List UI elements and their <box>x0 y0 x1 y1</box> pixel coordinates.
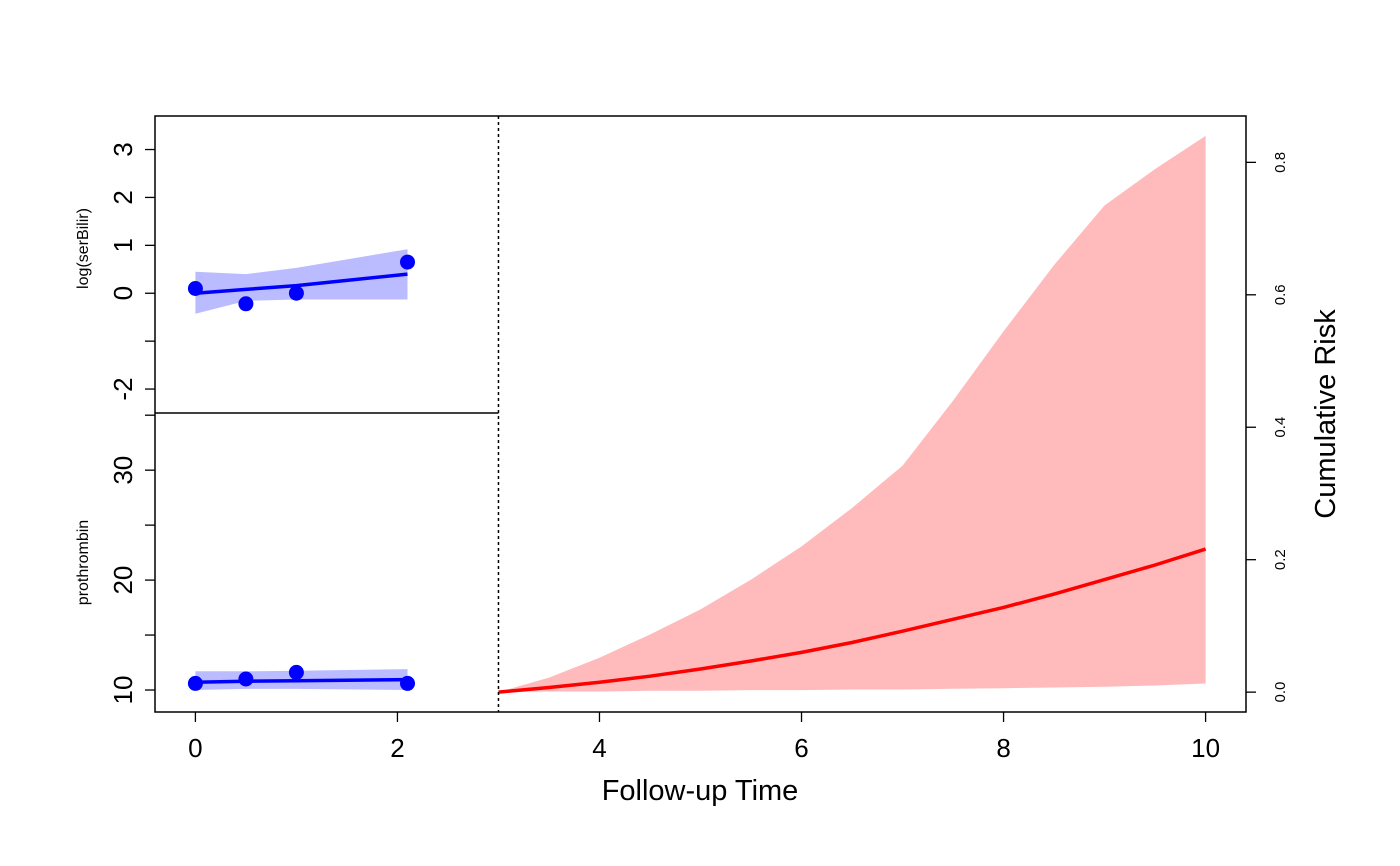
panel-label-serbilir: log(serBilir) <box>75 208 92 289</box>
series-lines-layer <box>195 272 1207 694</box>
right-y-tick-label: 0.0 <box>1272 682 1289 703</box>
right-y-tick-label: 0.8 <box>1272 152 1289 173</box>
observed-point-prothrombin <box>400 675 415 691</box>
right-y-axis-title: Cumulative Risk <box>1310 309 1342 519</box>
band-serbilir <box>195 249 408 314</box>
observed-point-serbilir <box>187 281 203 296</box>
observed-point-serbilir <box>238 296 254 312</box>
x-tick-label: 0 <box>188 733 202 763</box>
observed-points-layer <box>187 254 415 691</box>
risk-confidence-band <box>498 135 1206 693</box>
x-axis-title: Follow-up Time <box>602 775 799 807</box>
x-tick-label: 8 <box>996 733 1010 763</box>
y-tick-label-serbilir: 2 <box>108 190 138 204</box>
observed-point-prothrombin <box>288 664 304 680</box>
y-tick-label-prothrombin: 30 <box>108 456 138 485</box>
panel-label-prothrombin: prothrombin <box>75 520 92 605</box>
y-tick-label-prothrombin: 20 <box>108 566 138 595</box>
y-tick-label-serbilir: 3 <box>108 142 138 156</box>
x-tick-label: 2 <box>390 733 404 763</box>
risk-estimate-line <box>498 547 1207 694</box>
plot-box <box>154 115 1247 713</box>
confidence-bands-layer <box>195 135 1206 693</box>
observed-point-serbilir <box>288 285 304 301</box>
right-y-tick-label: 0.4 <box>1272 417 1289 438</box>
fitted-line-serbilir <box>195 272 408 295</box>
y-tick-label-serbilir: 0 <box>108 286 138 300</box>
x-tick-label: 4 <box>592 733 606 763</box>
right-y-tick-label: 0.2 <box>1272 549 1289 570</box>
x-tick-label: 10 <box>1191 733 1220 763</box>
axes-layer: -2 0 1 2 3 10 20 30 0 2 4 6 8 10 0.0 0.2 0.4 0.6 0.8 <box>108 142 1289 763</box>
observed-point-prothrombin <box>238 671 254 687</box>
x-tick-label: 6 <box>794 733 808 763</box>
observed-point-serbilir <box>400 254 415 270</box>
y-tick-label-serbilir: -2 <box>108 377 138 400</box>
right-y-tick-label: 0.6 <box>1272 284 1289 305</box>
observed-point-prothrombin <box>187 675 203 691</box>
fitted-line-prothrombin <box>195 677 408 685</box>
y-tick-label-prothrombin: 10 <box>108 676 138 705</box>
plot-frame <box>154 115 1247 713</box>
y-tick-label-serbilir: 1 <box>108 238 138 252</box>
